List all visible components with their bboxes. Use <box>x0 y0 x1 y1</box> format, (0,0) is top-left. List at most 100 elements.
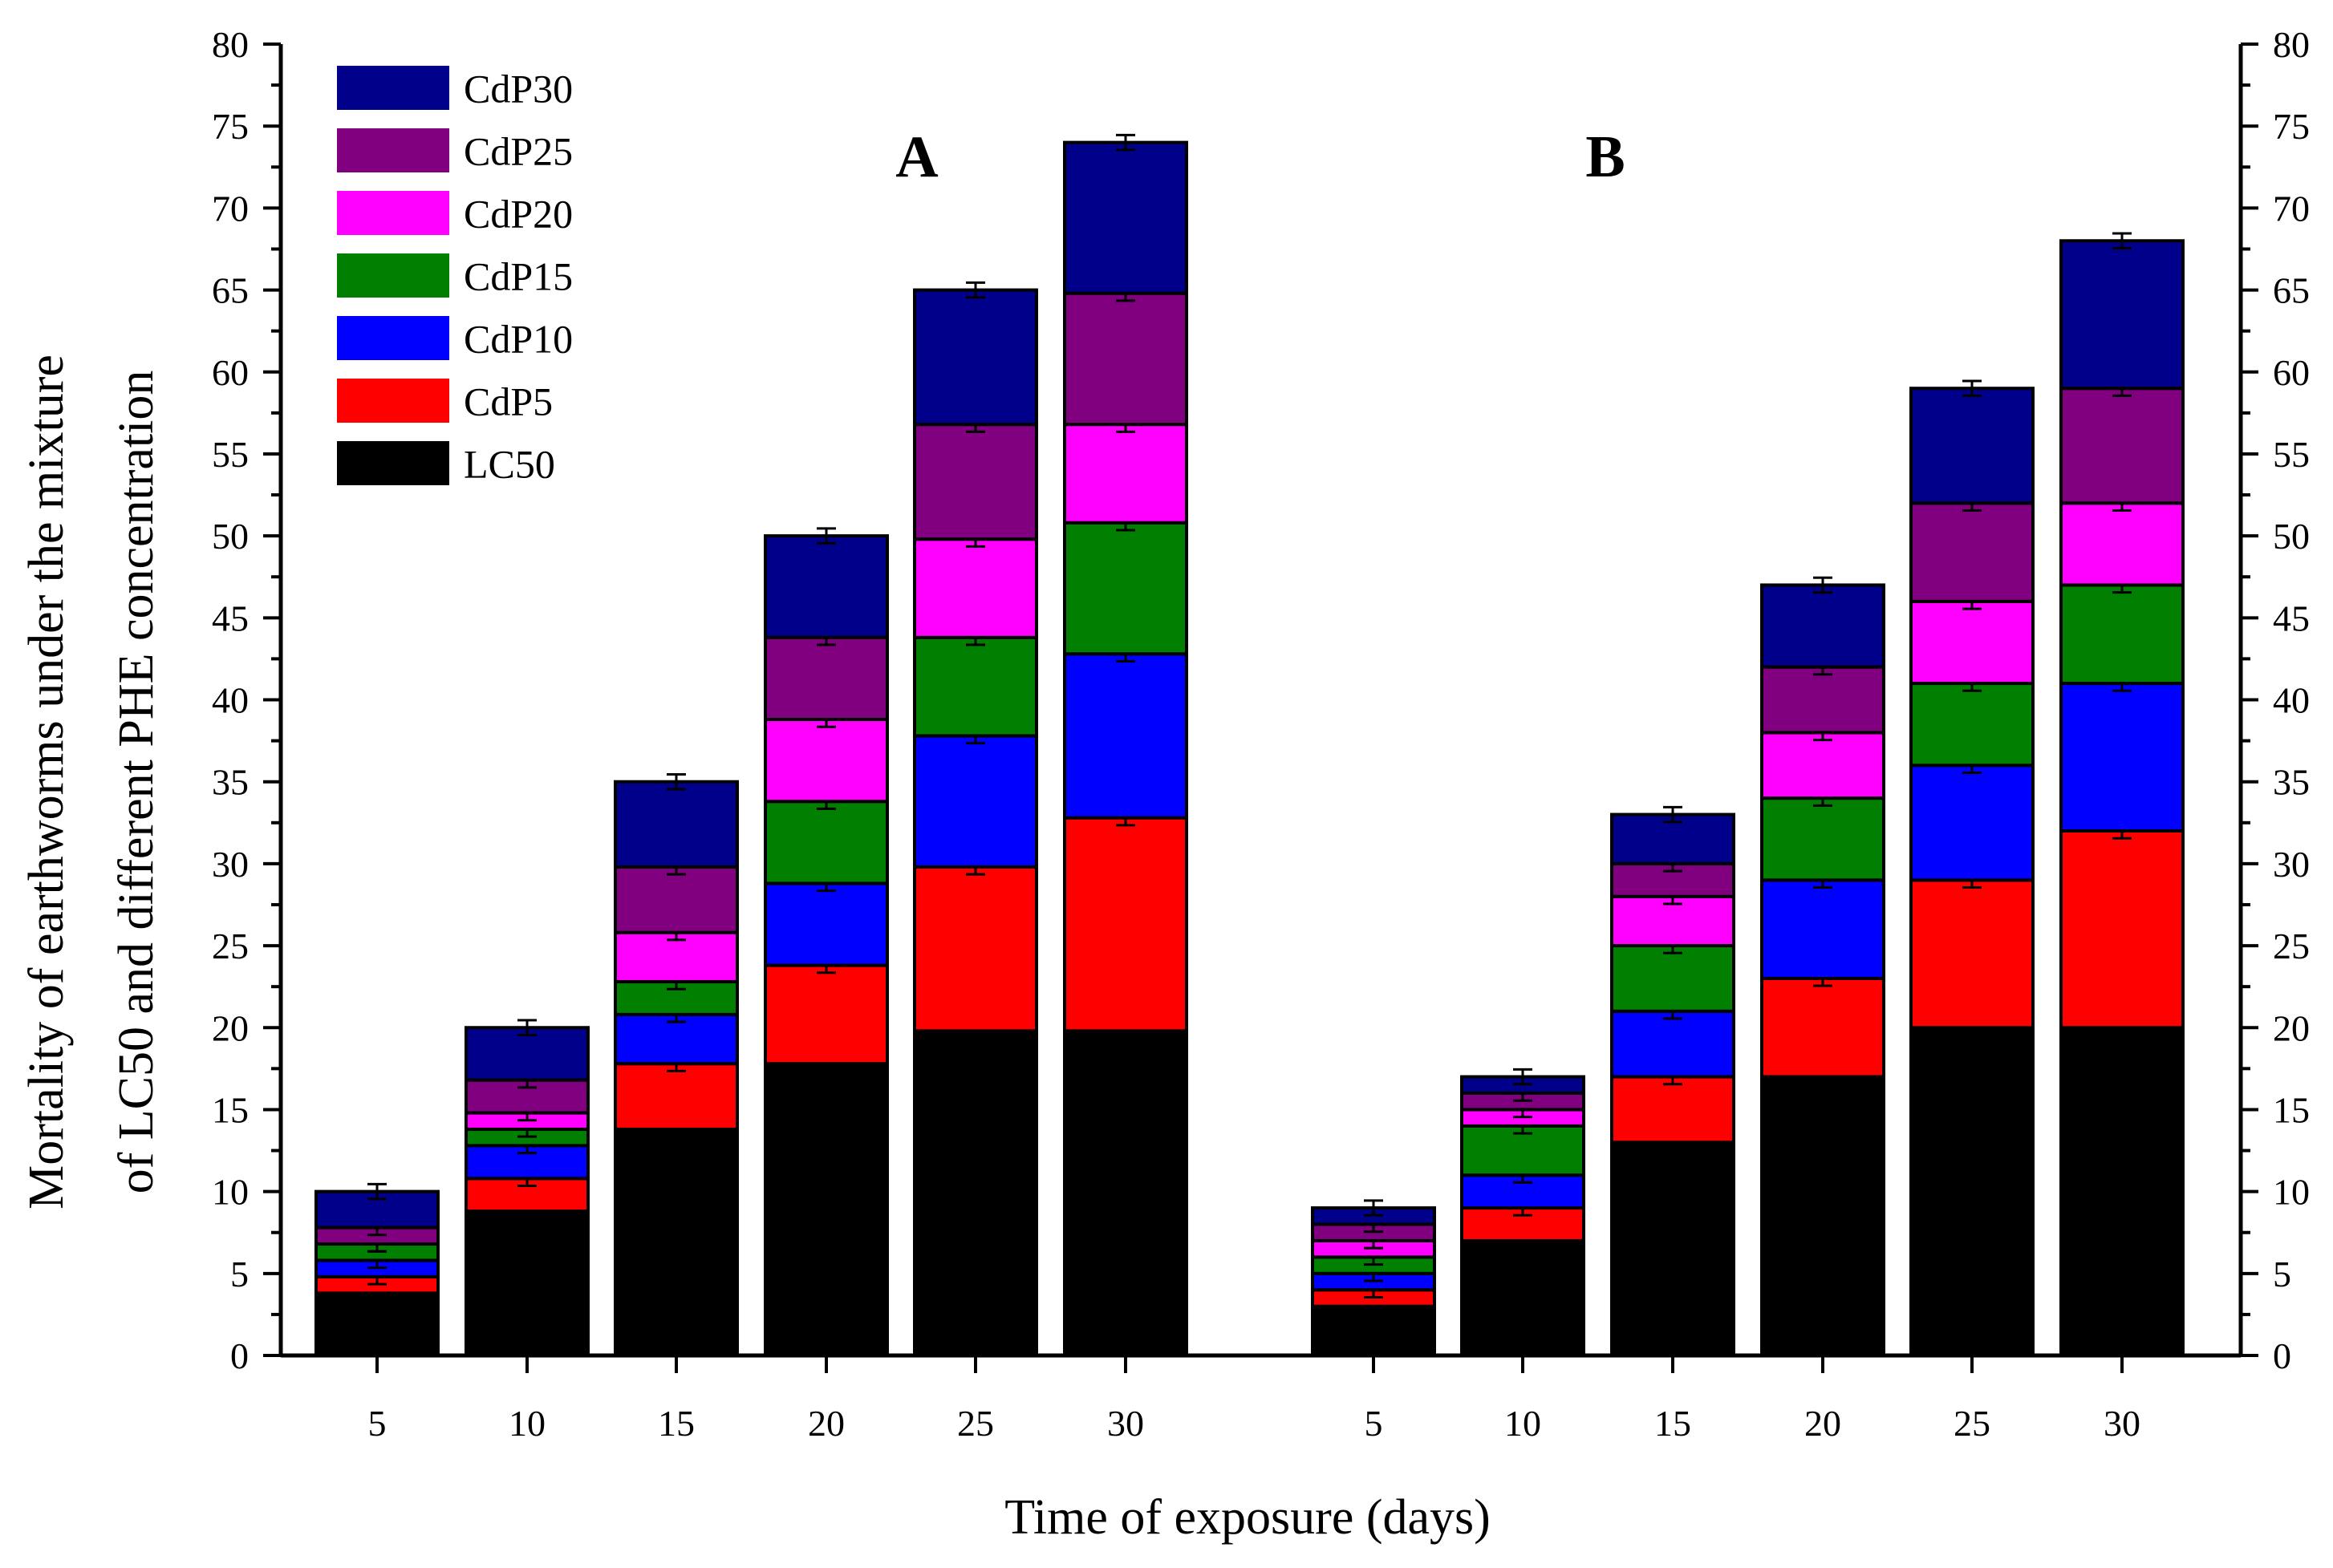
y-tick-label-left: 75 <box>212 106 249 147</box>
y-tick-label-right: 45 <box>2273 598 2310 638</box>
bar-segment-cdp15 <box>913 635 1038 738</box>
bar-segment-cdp20 <box>1063 423 1188 525</box>
x-tick-label: 5 <box>1365 1403 1383 1444</box>
x-axis-title: Time of exposure (days) <box>1004 1490 1491 1545</box>
bar-segment-cdp20 <box>764 718 889 804</box>
y-tick-label-left: 15 <box>212 1089 249 1130</box>
bar-segment-cdp5 <box>913 865 1038 1033</box>
bar-segment-cdp5 <box>2059 829 2185 1030</box>
bar-segment-cdp10 <box>465 1144 590 1181</box>
bar-segment-cdp20 <box>913 537 1038 639</box>
x-tick-label: 15 <box>1654 1403 1691 1444</box>
bar-segment-cdp5 <box>1909 878 2035 1030</box>
y-tick-label-right: 60 <box>2273 352 2310 393</box>
bar-segment-cdp10 <box>913 734 1038 869</box>
bar-segment-cdp30 <box>764 534 889 639</box>
bar-segment-cdp5 <box>764 963 889 1066</box>
bar-segment-cdp10 <box>1610 1009 1735 1079</box>
y-tick-label-left: 10 <box>212 1172 249 1213</box>
y-tick-label-left: 65 <box>212 270 249 311</box>
x-tick-label: 25 <box>1954 1403 1990 1444</box>
bar-segment-cdp10 <box>1063 652 1188 820</box>
legend-swatch-cdp25 <box>337 128 449 172</box>
bar-segment-cdp10 <box>1760 878 1885 980</box>
bar-segment-cdp25 <box>764 635 889 722</box>
y-tick-label-right: 0 <box>2273 1335 2291 1376</box>
panel-label-b: B <box>1585 124 1625 190</box>
bar-segment-cdp15 <box>1610 944 1735 1013</box>
bar-segment-cdp30 <box>913 288 1038 427</box>
legend-swatch-cdp20 <box>337 191 449 235</box>
bar-segment-cdp15 <box>2059 583 2185 686</box>
y-tick-label-right: 25 <box>2273 926 2310 966</box>
bar-segment-cdp25 <box>465 1078 590 1115</box>
bar-segment-cdp20 <box>1909 599 2035 686</box>
bar-segment-cdp25 <box>1909 501 2035 603</box>
bar-segment-lc50 <box>1909 1026 2035 1357</box>
x-tick-label: 20 <box>808 1403 845 1444</box>
bar-segment-lc50 <box>1610 1141 1735 1357</box>
x-tick-label: 5 <box>368 1403 387 1444</box>
y-tick-label-left: 20 <box>212 1007 249 1048</box>
legend-swatch-cdp5 <box>337 379 449 423</box>
bar-segment-cdp30 <box>1610 812 1735 865</box>
bar-segment-cdp20 <box>1760 731 1885 800</box>
bar-segment-cdp5 <box>614 1062 739 1131</box>
y-axis-title-line2: of LC50 and different PHE concentration <box>109 371 164 1194</box>
y-tick-label-right: 55 <box>2273 434 2310 475</box>
bar-segment-cdp25 <box>913 423 1038 541</box>
bar-segment-lc50 <box>764 1062 889 1358</box>
y-tick-label-left: 50 <box>212 516 249 557</box>
bar-segment-cdp25 <box>1760 665 1885 735</box>
legend-label-cdp10: CdP10 <box>464 317 573 362</box>
y-tick-label-right: 40 <box>2273 680 2310 721</box>
y-tick-label-right: 50 <box>2273 516 2310 557</box>
y-tick-label-right: 35 <box>2273 762 2310 803</box>
bar-segment-cdp25 <box>1063 291 1188 427</box>
x-tick-label: 20 <box>1804 1403 1841 1444</box>
legend-swatch-cdp30 <box>337 66 449 110</box>
bar-segment-lc50 <box>465 1209 590 1358</box>
bar-segment-cdp30 <box>465 1026 590 1082</box>
y-tick-label-left: 5 <box>230 1254 249 1295</box>
y-tick-label-right: 75 <box>2273 106 2310 147</box>
y-tick-label-left: 25 <box>212 926 249 966</box>
bar-segment-cdp5 <box>1460 1206 1585 1242</box>
x-tick-label: 30 <box>2104 1403 2140 1444</box>
legend-label-cdp25: CdP25 <box>464 129 573 174</box>
legend-swatch-lc50 <box>337 441 449 485</box>
legend-label-cdp30: CdP30 <box>464 67 573 111</box>
y-tick-label-left: 60 <box>212 352 249 393</box>
y-tick-label-left: 45 <box>212 598 249 638</box>
y-tick-label-right: 30 <box>2273 844 2310 885</box>
y-tick-label-right: 20 <box>2273 1007 2310 1048</box>
x-tick-label: 10 <box>1504 1403 1541 1444</box>
bar-segment-lc50 <box>614 1127 739 1358</box>
bar-segment-cdp30 <box>2059 239 2185 391</box>
x-tick-label: 25 <box>957 1403 994 1444</box>
y-tick-label-left: 30 <box>212 844 249 885</box>
legend-swatch-cdp15 <box>337 253 449 298</box>
y-tick-label-right: 70 <box>2273 188 2310 229</box>
y-tick-label-right: 15 <box>2273 1089 2310 1130</box>
legend-label-cdp15: CdP15 <box>464 254 573 299</box>
bar-segment-lc50 <box>1063 1029 1188 1358</box>
bar-segment-lc50 <box>913 1029 1038 1358</box>
x-tick-label: 10 <box>509 1403 546 1444</box>
x-tick-label: 30 <box>1107 1403 1144 1444</box>
bar-segment-cdp15 <box>1909 682 2035 768</box>
y-tick-label-right: 80 <box>2273 24 2310 65</box>
bar-segment-cdp20 <box>2059 501 2185 587</box>
bar-segment-cdp10 <box>1909 764 2035 882</box>
bar-segment-cdp30 <box>614 780 739 869</box>
bar-segment-cdp30 <box>1760 583 1885 669</box>
y-tick-label-left: 40 <box>212 680 249 721</box>
panel-label-a: A <box>895 124 938 190</box>
bar-segment-cdp5 <box>1760 976 1885 1079</box>
legend-label-cdp20: CdP20 <box>464 192 573 237</box>
y-tick-label-left: 55 <box>212 434 249 475</box>
bar-segment-cdp30 <box>1063 140 1188 295</box>
bar-segment-cdp15 <box>1063 521 1188 656</box>
bar-segment-lc50 <box>1760 1075 1885 1357</box>
